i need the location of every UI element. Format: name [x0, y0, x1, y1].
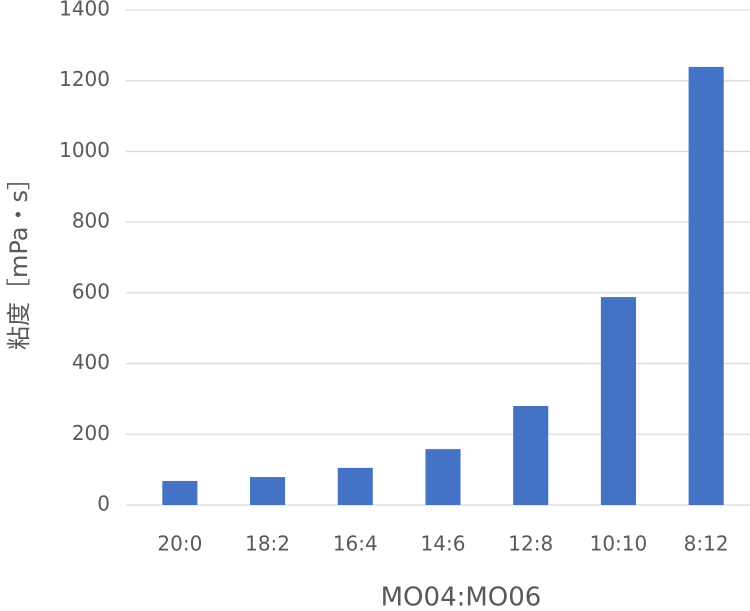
y-tick-label: 800 — [72, 209, 110, 233]
bar — [162, 480, 198, 505]
y-tick-label: 0 — [97, 492, 110, 516]
y-tick-label: 400 — [72, 350, 110, 374]
bar — [250, 477, 286, 505]
bar — [513, 406, 549, 505]
y-tick-label: 200 — [72, 421, 110, 445]
x-tick-label: 10:10 — [590, 532, 648, 556]
x-tick-label: 8:12 — [684, 532, 729, 556]
bar — [600, 297, 636, 505]
x-tick-label: 12:8 — [508, 532, 553, 556]
x-tick-label: 14:6 — [421, 532, 466, 556]
y-tick-label: 1200 — [59, 67, 110, 91]
y-tick-label: 1400 — [59, 0, 110, 21]
x-tick-label: 16:4 — [333, 532, 378, 556]
y-tick-label: 600 — [72, 279, 110, 303]
bar — [337, 467, 373, 505]
bar — [688, 66, 724, 506]
x-axis-title: MO04:MO06 — [381, 583, 542, 611]
y-tick-label: 1000 — [59, 138, 110, 162]
x-tick-label: 18:2 — [245, 532, 290, 556]
y-axis-title: 粘度［mPa・s］ — [5, 166, 33, 350]
x-tick-label: 20:0 — [157, 532, 202, 556]
bar — [425, 449, 461, 505]
